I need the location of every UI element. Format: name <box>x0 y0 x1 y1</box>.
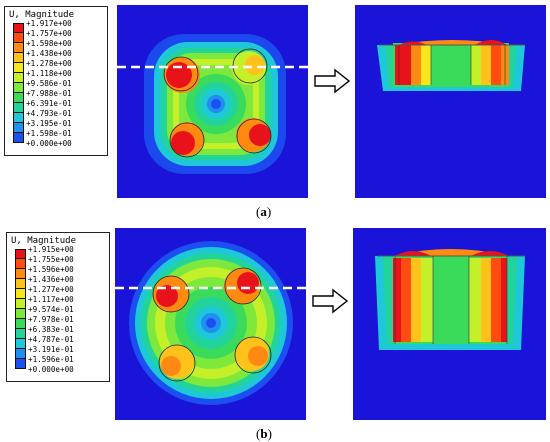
section-view-contour-a <box>355 5 546 198</box>
colorbar-swatch <box>15 249 26 259</box>
caption-suffix: ) <box>266 204 272 219</box>
colorbar-swatch <box>13 103 24 113</box>
colorbar-swatch <box>13 123 24 133</box>
colorbar <box>15 249 26 379</box>
colorbar-swatch <box>13 113 24 123</box>
legend-a: U, Magnitude +1.917e+00 +1.757e+00 +1.59… <box>4 6 108 156</box>
colorbar-swatch <box>15 269 26 279</box>
legend-value: +9.586e-01 <box>26 79 72 88</box>
colorbar-swatch <box>15 299 26 309</box>
contour-plot <box>353 228 546 420</box>
legend-value: +6.391e-01 <box>26 99 72 108</box>
colorbar-swatch <box>15 339 26 349</box>
colorbar <box>13 23 24 153</box>
legend-value: +1.438e+00 <box>26 49 72 58</box>
legend-value: +1.755e+00 <box>28 255 74 264</box>
caption-prefix: ( <box>256 204 261 219</box>
legend-value: +1.915e+00 <box>28 245 74 254</box>
colorbar-swatch <box>13 93 24 103</box>
legend-value: +1.436e+00 <box>28 275 74 284</box>
legend-value: +1.598e-01 <box>26 129 72 138</box>
caption-a: (a) <box>256 204 271 220</box>
legend-b: U, Magnitude +1.915e+00 +1.755e+00 +1.59… <box>6 232 110 382</box>
colorbar-swatch <box>13 23 24 33</box>
legend-value: +1.596e+00 <box>28 265 74 274</box>
contour-plot <box>355 5 546 198</box>
legend-value: +7.988e-01 <box>26 89 72 98</box>
arrow-right-icon <box>312 288 349 314</box>
arrow-right-icon <box>314 68 351 94</box>
legend-value: +3.191e-01 <box>28 345 74 354</box>
contour-plot <box>117 5 308 198</box>
caption-b: (b) <box>256 426 272 442</box>
colorbar-swatch <box>13 133 24 143</box>
colorbar-swatch <box>15 279 26 289</box>
caption-letter: b <box>260 426 268 441</box>
colorbar-swatch <box>15 349 26 359</box>
top-view-contour-b <box>115 228 306 420</box>
legend-value: +1.757e+00 <box>26 29 72 38</box>
legend-value: +1.277e+00 <box>28 285 74 294</box>
colorbar-swatch <box>13 63 24 73</box>
colorbar-swatch <box>15 309 26 319</box>
legend-value: +9.574e-01 <box>28 305 74 314</box>
legend-value: +1.596e-01 <box>28 355 74 364</box>
colorbar-swatch <box>13 53 24 63</box>
legend-value: +0.000e+00 <box>26 139 72 148</box>
legend-value: +4.793e-01 <box>26 109 72 118</box>
legend-value: +1.117e+00 <box>28 295 74 304</box>
legend-value: +1.598e+00 <box>26 39 72 48</box>
colorbar-swatch <box>15 259 26 269</box>
colorbar-swatch <box>13 33 24 43</box>
legend-value: +1.278e+00 <box>26 59 72 68</box>
legend-title: U, Magnitude <box>11 236 77 246</box>
caption-letter: a <box>260 204 267 219</box>
legend-value: +1.118e+00 <box>26 69 72 78</box>
section-view-contour-b <box>353 228 546 420</box>
colorbar-swatch <box>13 83 24 93</box>
legend-title: U, Magnitude <box>9 10 75 20</box>
colorbar-swatch <box>13 73 24 83</box>
legend-value: +6.383e-01 <box>28 325 74 334</box>
legend-value: +0.000e+00 <box>28 365 74 374</box>
legend-value: +1.917e+00 <box>26 19 72 28</box>
caption-suffix: ) <box>267 426 272 441</box>
legend-values: +1.915e+00 +1.755e+00 +1.596e+00 +1.436e… <box>28 245 74 375</box>
legend-values: +1.917e+00 +1.757e+00 +1.598e+00 +1.438e… <box>26 19 72 149</box>
colorbar-swatch <box>13 43 24 53</box>
colorbar-swatch <box>15 319 26 329</box>
colorbar-swatch <box>15 289 26 299</box>
legend-value: +7.978e-01 <box>28 315 74 324</box>
legend-value: +3.195e-01 <box>26 119 72 128</box>
top-view-contour-a <box>117 5 308 198</box>
contour-plot <box>115 228 306 420</box>
colorbar-swatch <box>15 359 26 369</box>
caption-prefix: ( <box>256 426 261 441</box>
colorbar-swatch <box>15 329 26 339</box>
legend-value: +4.787e-01 <box>28 335 74 344</box>
